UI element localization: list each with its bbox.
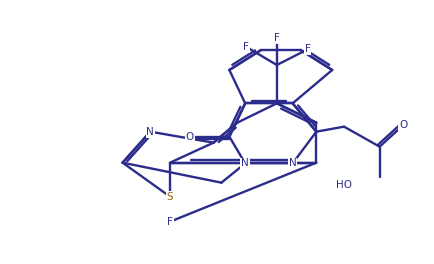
Text: F: F: [243, 42, 248, 52]
Text: N: N: [146, 127, 154, 137]
Text: O: O: [398, 120, 407, 130]
Text: S: S: [166, 192, 173, 202]
Text: HO: HO: [335, 180, 351, 190]
Text: F: F: [167, 217, 173, 227]
Text: N: N: [241, 158, 249, 168]
Text: F: F: [304, 44, 310, 54]
Text: O: O: [185, 132, 194, 142]
Text: F: F: [273, 33, 279, 43]
Text: N: N: [288, 158, 296, 168]
